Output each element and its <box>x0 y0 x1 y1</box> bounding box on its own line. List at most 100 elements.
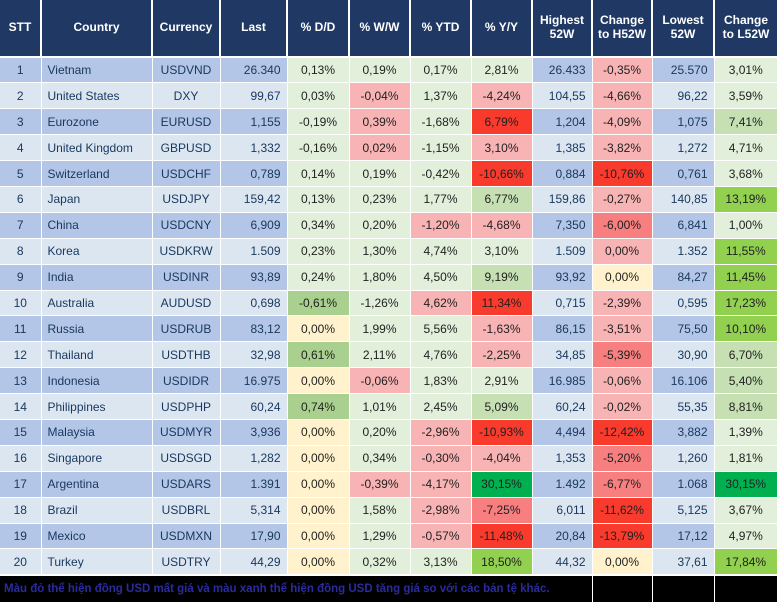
cell-high: 16.985 <box>531 367 593 395</box>
cell-dd: -0,19% <box>286 108 350 136</box>
table-row: 2 United States DXY 99,67 0,03% -0,04% 1,37% -4… <box>0 82 777 110</box>
cell-ch: -0,02% <box>591 393 653 420</box>
table-row: 20 Turkey USDTRY 44,29 0,00% 0,32% 3,13% 18,50%… <box>0 548 777 576</box>
table-row: 1 Vietnam USDVND 26.340 0,13% 0,19% 0,17% 2,81%… <box>0 56 777 84</box>
cell-low: 140,85 <box>651 185 715 213</box>
cell-high: 104,55 <box>531 82 593 110</box>
cell-country: Thailand <box>40 341 153 369</box>
footer-empty-cell <box>592 576 652 602</box>
table-row: 17 Argentina USDARS 1.391 0,00% -0,39% -4,17% 3… <box>0 470 777 498</box>
cell-yy: -4,68% <box>470 211 533 239</box>
cell-ch: -2,39% <box>591 289 653 317</box>
cell-last: 6,909 <box>219 211 288 239</box>
cell-low: 1,075 <box>651 108 715 136</box>
cell-ch: -12,42% <box>591 418 653 446</box>
cell-low: 3,882 <box>651 418 715 446</box>
cell-yy: 30,15% <box>470 470 533 498</box>
cell-cl: 1,00% <box>713 211 777 239</box>
cell-cl: 4,71% <box>713 134 777 162</box>
cell-yy: -11,48% <box>470 522 533 550</box>
cell-high: 1.492 <box>531 470 593 498</box>
table-row: 5 Switzerland USDCHF 0,789 0,14% 0,19% -0,42% -… <box>0 160 777 187</box>
footer-empty-cell <box>652 576 714 602</box>
cell-ww: 1,29% <box>348 522 411 550</box>
cell-dd: 0,03% <box>286 82 350 110</box>
cell-low: 5,125 <box>651 496 715 524</box>
cell-stt: 6 <box>0 185 42 213</box>
cell-ww: 1,30% <box>348 237 411 265</box>
cell-ytd: -2,98% <box>409 496 472 524</box>
cell-cl: 17,23% <box>713 289 777 317</box>
cell-country: Vietnam <box>40 56 153 84</box>
footer-note-bar: Màu đỏ thể hiện đồng USD mất giá và màu … <box>0 575 777 602</box>
cell-low: 1,272 <box>651 134 715 162</box>
table-row: 3 Eurozone EURUSD 1,155 -0,19% 0,39% -1,68% 6,7… <box>0 108 777 136</box>
cell-high: 0,715 <box>531 289 593 317</box>
cell-ch: 0,00% <box>591 548 653 576</box>
cell-currency: USDVND <box>151 56 221 84</box>
cell-currency: USDARS <box>151 470 221 498</box>
cell-ww: 0,23% <box>348 185 411 213</box>
cell-ytd: 4,76% <box>409 341 472 369</box>
cell-high: 26.433 <box>531 56 593 84</box>
cell-cl: 6,70% <box>713 341 777 369</box>
cell-ww: -0,06% <box>348 367 411 395</box>
col-header-cl: Change to L52W <box>713 0 777 58</box>
table-row: 13 Indonesia USDIDR 16.975 0,00% -0,06% 1,83% 2… <box>0 367 777 395</box>
cell-cl: 13,19% <box>713 185 777 213</box>
cell-dd: 0,74% <box>286 393 350 420</box>
cell-low: 1,260 <box>651 444 715 472</box>
cell-stt: 17 <box>0 470 42 498</box>
cell-currency: EURUSD <box>151 108 221 136</box>
cell-ytd: -0,57% <box>409 522 472 550</box>
cell-dd: 0,00% <box>286 470 350 498</box>
col-header-ch: Change to H52W <box>591 0 653 58</box>
cell-yy: -10,93% <box>470 418 533 446</box>
cell-country: Australia <box>40 289 153 317</box>
col-header-dd: % D/D <box>286 0 350 58</box>
cell-cl: 4,97% <box>713 522 777 550</box>
cell-last: 0,698 <box>219 289 288 317</box>
table-row: 12 Thailand USDTHB 32,98 0,61% 2,11% 4,76% -2,2… <box>0 341 777 369</box>
table-row: 15 Malaysia USDMYR 3,936 0,00% 0,20% -2,96% -10… <box>0 418 777 446</box>
cell-stt: 9 <box>0 263 42 291</box>
cell-low: 30,90 <box>651 341 715 369</box>
cell-yy: 9,19% <box>470 263 533 291</box>
cell-last: 17,90 <box>219 522 288 550</box>
cell-high: 1,353 <box>531 444 593 472</box>
col-header-yy: % Y/Y <box>470 0 533 58</box>
cell-stt: 12 <box>0 341 42 369</box>
cell-cl: 30,15% <box>713 470 777 498</box>
cell-ytd: -1,68% <box>409 108 472 136</box>
cell-cl: 5,40% <box>713 367 777 395</box>
cell-high: 34,85 <box>531 341 593 369</box>
cell-high: 60,24 <box>531 393 593 420</box>
cell-ytd: -2,96% <box>409 418 472 446</box>
cell-high: 6,011 <box>531 496 593 524</box>
cell-ytd: 3,13% <box>409 548 472 576</box>
cell-last: 44,29 <box>219 548 288 576</box>
cell-cl: 3,01% <box>713 56 777 84</box>
cell-ch: -11,62% <box>591 496 653 524</box>
cell-high: 1,204 <box>531 108 593 136</box>
cell-stt: 10 <box>0 289 42 317</box>
cell-cl: 3,68% <box>713 160 777 187</box>
cell-stt: 14 <box>0 393 42 420</box>
cell-ch: -4,09% <box>591 108 653 136</box>
cell-low: 6,841 <box>651 211 715 239</box>
cell-ch: -6,00% <box>591 211 653 239</box>
fx-rates-table: STT Country Currency Last% D/D% W/W% YTD% Y… <box>0 0 777 576</box>
cell-cl: 1,81% <box>713 444 777 472</box>
cell-currency: USDPHP <box>151 393 221 420</box>
cell-stt: 4 <box>0 134 42 162</box>
col-header-currency: Currency <box>151 0 221 58</box>
cell-currency: USDTHB <box>151 341 221 369</box>
cell-yy: 3,10% <box>470 237 533 265</box>
cell-ch: -4,66% <box>591 82 653 110</box>
footer-empty-cell <box>714 576 777 602</box>
footer-note: Màu đỏ thể hiện đồng USD mất giá và màu … <box>4 583 550 596</box>
cell-yy: 6,77% <box>470 185 533 213</box>
cell-dd: 0,24% <box>286 263 350 291</box>
cell-ww: 0,19% <box>348 56 411 84</box>
cell-ww: 1,58% <box>348 496 411 524</box>
